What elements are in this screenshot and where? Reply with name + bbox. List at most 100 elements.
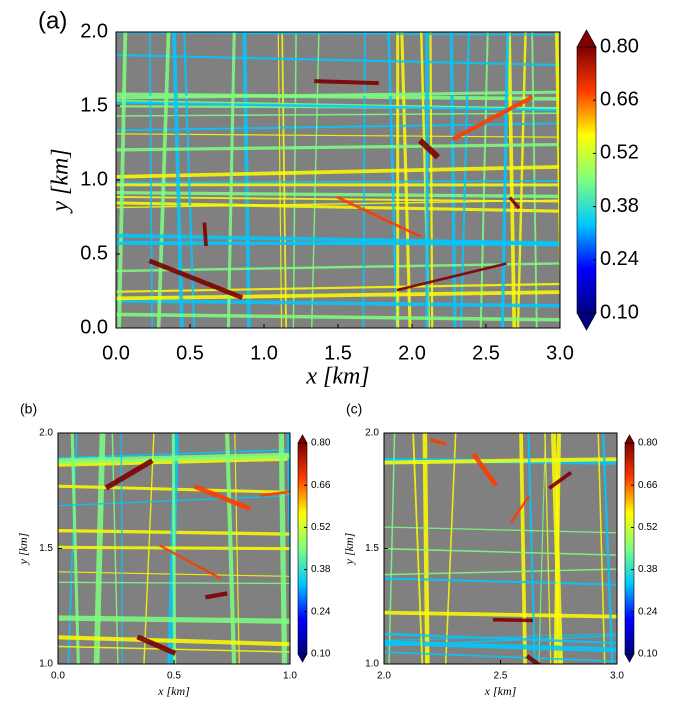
colorbar-extend-bottom: [297, 653, 308, 663]
street-pattern: [116, 143, 560, 152]
x-axis-label: x [km]: [157, 684, 190, 698]
street-pattern: [538, 433, 546, 664]
colorbar-extend-top: [576, 29, 597, 48]
street-pattern: [58, 545, 290, 551]
street-pattern: [104, 458, 154, 491]
x-tick-label: 3.0: [610, 671, 624, 682]
colorbar-tick-label: 0.38: [600, 195, 639, 217]
street-pattern: [492, 617, 533, 623]
x-tick-label: 0.5: [176, 342, 204, 364]
colorbar: [297, 442, 308, 655]
street-pattern: [116, 101, 560, 112]
x-tick-label: 2.5: [494, 671, 508, 682]
y-tick-label: 1.0: [80, 168, 108, 190]
street-pattern: [508, 196, 521, 210]
street-pattern: [550, 433, 564, 664]
street-pattern: [204, 591, 228, 600]
street-pattern: [117, 32, 128, 328]
colorbar-tick-label: 0.38: [311, 564, 331, 575]
x-tick-label: 0.5: [167, 671, 181, 682]
x-tick-label: 0.0: [102, 342, 130, 364]
street-pattern: [507, 32, 517, 328]
street-pattern: [509, 495, 531, 524]
street-pattern: [116, 53, 560, 67]
colorbar-tick-label: 0.10: [311, 649, 331, 660]
x-tick-label: 2.5: [472, 342, 500, 364]
y-tick-label: 0.5: [80, 242, 108, 264]
street-pattern: [116, 312, 560, 322]
colorbar-extend-bottom: [624, 653, 635, 663]
street-pattern: [116, 233, 560, 246]
street-pattern: [116, 133, 560, 138]
x-tick-label: 0.0: [51, 671, 65, 682]
panel-label: (b): [20, 401, 37, 417]
street-pattern: [459, 32, 470, 328]
street-pattern: [444, 433, 457, 664]
street-pattern: [597, 433, 606, 664]
street-pattern: [226, 32, 236, 328]
x-tick-label: 1.0: [250, 342, 278, 364]
street-pattern: [156, 32, 171, 328]
street-pattern: [554, 32, 560, 313]
y-tick-label: 1.5: [39, 543, 53, 554]
colorbar-tick-label: 0.10: [638, 649, 658, 660]
street-pattern: [384, 633, 617, 641]
x-tick-label: 1.0: [283, 671, 297, 682]
y-tick-label: 1.0: [365, 659, 379, 670]
street-pattern: [225, 433, 237, 664]
street-pattern: [116, 112, 560, 117]
street-pattern: [525, 654, 542, 664]
street-pattern: [384, 568, 617, 576]
street-pattern: [384, 640, 617, 653]
panel-label: (a): [38, 7, 67, 34]
field: [58, 433, 290, 664]
colorbar-tick-label: 0.10: [600, 301, 639, 323]
colorbar-tick-label: 0.24: [600, 248, 639, 270]
colorbar-tick-label: 0.66: [638, 480, 658, 491]
street-pattern: [384, 547, 617, 556]
colorbar-tick-label: 0.38: [638, 564, 658, 575]
colorbar-tick-label: 0.52: [311, 522, 331, 533]
street-pattern: [471, 452, 498, 487]
street-pattern: [116, 199, 560, 209]
y-tick-label: 2.0: [39, 428, 53, 439]
colorbar-tick-label: 0.24: [638, 606, 658, 617]
street-pattern: [384, 632, 617, 645]
street-pattern: [548, 471, 573, 490]
street-pattern: [449, 32, 457, 328]
street-pattern: [527, 433, 536, 664]
street-pattern: [277, 32, 283, 328]
colorbar-extend-top: [297, 434, 308, 444]
street-pattern: [516, 32, 527, 328]
colorbar-extend-top: [624, 434, 635, 444]
y-axis-label: y [km]: [342, 532, 356, 565]
colorbar-tick-label: 0.52: [600, 142, 639, 164]
street-pattern: [286, 433, 290, 636]
x-tick-label: 2.0: [398, 342, 426, 364]
street-pattern: [116, 32, 560, 36]
street-pattern: [242, 32, 251, 328]
y-tick-label: 1.5: [365, 543, 379, 554]
field: [384, 433, 617, 664]
street-pattern: [500, 32, 510, 328]
field: [116, 32, 560, 328]
street-pattern: [116, 262, 560, 273]
street-pattern: [136, 634, 177, 656]
street-pattern: [314, 79, 379, 86]
street-pattern: [202, 222, 208, 247]
y-tick-label: 1.0: [39, 659, 53, 670]
street-pattern: [479, 32, 489, 328]
street-pattern: [451, 95, 534, 142]
street-pattern: [544, 433, 552, 664]
street-pattern: [519, 433, 527, 664]
street-pattern: [429, 438, 447, 446]
street-pattern: [116, 90, 560, 100]
x-tick-label: 1.5: [324, 342, 352, 364]
street-pattern: [396, 262, 507, 292]
street-pattern: [116, 290, 560, 301]
street-pattern: [387, 32, 399, 328]
colorbar: [624, 442, 635, 655]
street-pattern: [116, 165, 560, 179]
x-axis-label: x [km]: [305, 364, 369, 390]
colorbar-tick-label: 0.66: [600, 88, 639, 110]
